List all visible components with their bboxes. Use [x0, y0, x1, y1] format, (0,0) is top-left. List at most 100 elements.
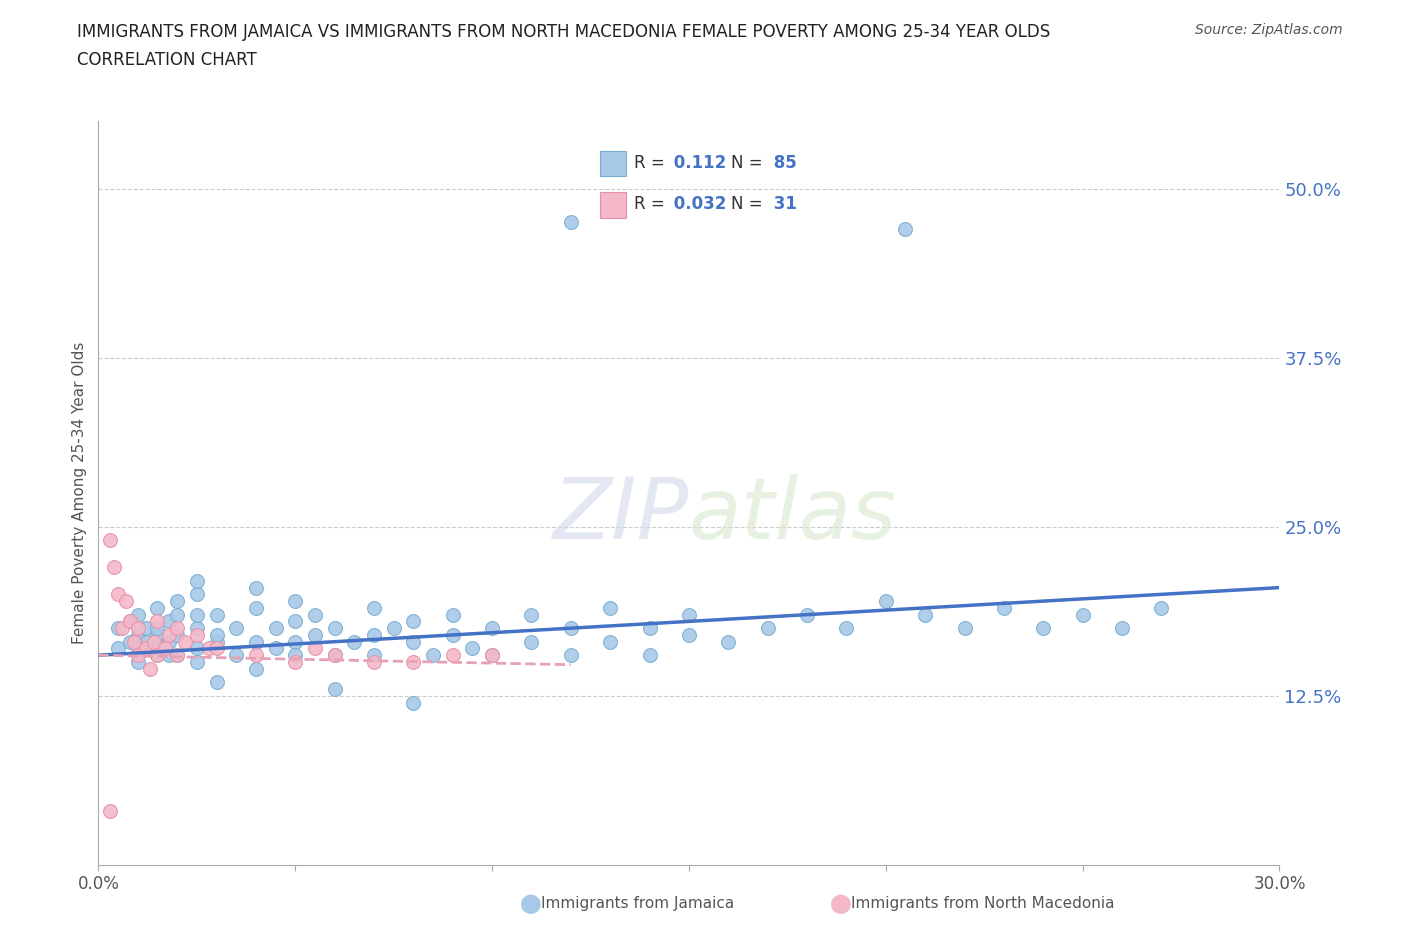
- Point: [304, 641, 326, 656]
- Point: [115, 593, 138, 608]
- Point: [323, 648, 346, 663]
- Point: [914, 607, 936, 622]
- Point: [205, 607, 228, 622]
- Point: [146, 628, 169, 643]
- Point: [118, 614, 141, 629]
- Point: [835, 620, 858, 635]
- Point: [599, 601, 621, 616]
- Point: [599, 634, 621, 649]
- Point: [264, 641, 287, 656]
- Text: ⬤: ⬤: [520, 895, 543, 913]
- Point: [323, 620, 346, 635]
- Point: [678, 628, 700, 643]
- Point: [245, 580, 267, 595]
- Point: [111, 620, 134, 635]
- Text: N =: N =: [731, 194, 762, 213]
- Point: [245, 601, 267, 616]
- Point: [135, 634, 157, 649]
- Point: [520, 634, 543, 649]
- Point: [107, 641, 129, 656]
- Point: [146, 614, 169, 629]
- Point: [135, 620, 157, 635]
- Point: [953, 620, 976, 635]
- Point: [127, 648, 149, 663]
- Point: [284, 593, 307, 608]
- Point: [264, 620, 287, 635]
- Point: [186, 607, 208, 622]
- Point: [245, 634, 267, 649]
- Point: [186, 587, 208, 602]
- Point: [127, 655, 149, 670]
- Point: [107, 620, 129, 635]
- Point: [98, 804, 121, 818]
- Point: [103, 560, 125, 575]
- Point: [166, 648, 188, 663]
- Text: Immigrants from North Macedonia: Immigrants from North Macedonia: [851, 897, 1114, 911]
- Point: [146, 601, 169, 616]
- Text: R =: R =: [634, 154, 665, 172]
- Point: [284, 634, 307, 649]
- Point: [678, 607, 700, 622]
- Point: [638, 620, 661, 635]
- Point: [127, 641, 149, 656]
- Point: [1032, 620, 1054, 635]
- Point: [122, 634, 145, 649]
- Point: [166, 607, 188, 622]
- Point: [205, 675, 228, 690]
- Point: [118, 634, 141, 649]
- Point: [284, 655, 307, 670]
- Point: [146, 641, 169, 656]
- Point: [186, 574, 208, 589]
- Y-axis label: Female Poverty Among 25-34 Year Olds: Female Poverty Among 25-34 Year Olds: [72, 341, 87, 644]
- Point: [186, 628, 208, 643]
- Point: [157, 614, 180, 629]
- Point: [166, 593, 188, 608]
- Point: [205, 641, 228, 656]
- Point: [245, 661, 267, 676]
- Point: [197, 641, 219, 656]
- Point: [157, 634, 180, 649]
- Point: [382, 620, 405, 635]
- Point: [894, 221, 917, 236]
- Text: Immigrants from Jamaica: Immigrants from Jamaica: [541, 897, 734, 911]
- Point: [166, 648, 188, 663]
- Point: [205, 634, 228, 649]
- Point: [98, 533, 121, 548]
- Text: ZIP: ZIP: [553, 473, 689, 557]
- Point: [174, 634, 197, 649]
- Text: 31: 31: [768, 194, 797, 213]
- Point: [284, 614, 307, 629]
- Point: [142, 634, 165, 649]
- Point: [127, 607, 149, 622]
- Point: [166, 620, 188, 635]
- Point: [107, 587, 129, 602]
- Point: [441, 648, 464, 663]
- Point: [796, 607, 818, 622]
- Point: [363, 655, 385, 670]
- Point: [875, 593, 897, 608]
- Point: [157, 648, 180, 663]
- Point: [717, 634, 740, 649]
- Point: [402, 655, 425, 670]
- Point: [461, 641, 484, 656]
- Point: [441, 628, 464, 643]
- Point: [146, 648, 169, 663]
- Point: [186, 641, 208, 656]
- Point: [127, 620, 149, 635]
- Point: [441, 607, 464, 622]
- Point: [323, 648, 346, 663]
- Point: [402, 695, 425, 710]
- Point: [343, 634, 366, 649]
- Point: [481, 620, 503, 635]
- Point: [157, 628, 180, 643]
- Point: [402, 614, 425, 629]
- Point: [1150, 601, 1173, 616]
- Point: [560, 215, 582, 230]
- Point: [138, 661, 160, 676]
- FancyBboxPatch shape: [600, 151, 627, 177]
- Point: [304, 628, 326, 643]
- Point: [155, 641, 177, 656]
- Point: [363, 601, 385, 616]
- Text: N =: N =: [731, 154, 762, 172]
- Point: [560, 620, 582, 635]
